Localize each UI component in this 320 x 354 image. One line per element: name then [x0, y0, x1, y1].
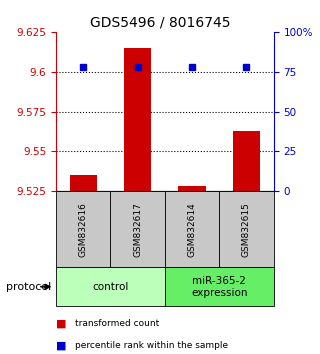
Bar [165, 191, 219, 267]
Bar [233, 131, 260, 191]
Text: percentile rank within the sample: percentile rank within the sample [75, 341, 228, 350]
Text: GDS5496 / 8016745: GDS5496 / 8016745 [90, 16, 230, 30]
Bar [165, 267, 274, 306]
Text: GSM832616: GSM832616 [79, 202, 88, 257]
Text: control: control [92, 282, 129, 292]
Bar [70, 175, 97, 191]
Text: ■: ■ [56, 319, 67, 329]
Bar [124, 48, 151, 191]
Bar [179, 187, 206, 191]
Text: ■: ■ [56, 340, 67, 350]
Text: GSM832617: GSM832617 [133, 202, 142, 257]
Bar [219, 191, 274, 267]
Text: transformed count: transformed count [75, 319, 159, 329]
Bar [56, 267, 165, 306]
Text: protocol: protocol [6, 282, 52, 292]
Text: miR-365-2
expression: miR-365-2 expression [191, 276, 247, 298]
Bar [110, 191, 165, 267]
Text: GSM832614: GSM832614 [188, 202, 196, 257]
Bar [56, 191, 110, 267]
Text: GSM832615: GSM832615 [242, 202, 251, 257]
